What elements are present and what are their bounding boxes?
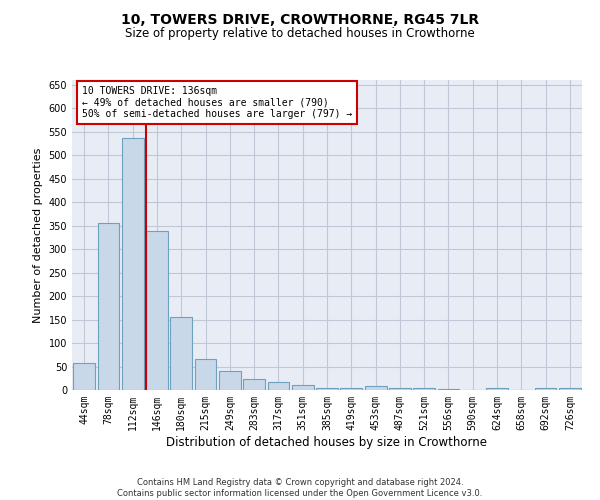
Bar <box>316 388 338 390</box>
Bar <box>73 363 95 390</box>
Bar <box>122 138 143 390</box>
X-axis label: Distribution of detached houses by size in Crowthorne: Distribution of detached houses by size … <box>167 436 487 448</box>
Text: Contains HM Land Registry data © Crown copyright and database right 2024.
Contai: Contains HM Land Registry data © Crown c… <box>118 478 482 498</box>
Bar <box>365 386 386 390</box>
Bar <box>486 388 508 390</box>
Y-axis label: Number of detached properties: Number of detached properties <box>33 148 43 322</box>
Bar <box>170 317 192 390</box>
Bar <box>389 388 411 390</box>
Text: 10 TOWERS DRIVE: 136sqm
← 49% of detached houses are smaller (790)
50% of semi-d: 10 TOWERS DRIVE: 136sqm ← 49% of detache… <box>82 86 352 120</box>
Bar <box>97 224 119 390</box>
Bar <box>219 371 241 390</box>
Bar <box>340 388 362 390</box>
Bar <box>413 388 435 390</box>
Text: Size of property relative to detached houses in Crowthorne: Size of property relative to detached ho… <box>125 28 475 40</box>
Text: 10, TOWERS DRIVE, CROWTHORNE, RG45 7LR: 10, TOWERS DRIVE, CROWTHORNE, RG45 7LR <box>121 12 479 26</box>
Bar <box>535 388 556 390</box>
Bar <box>292 386 314 390</box>
Bar <box>437 388 460 390</box>
Bar <box>559 388 581 390</box>
Bar <box>194 358 217 390</box>
Bar <box>268 382 289 390</box>
Bar <box>243 379 265 390</box>
Bar <box>146 231 168 390</box>
